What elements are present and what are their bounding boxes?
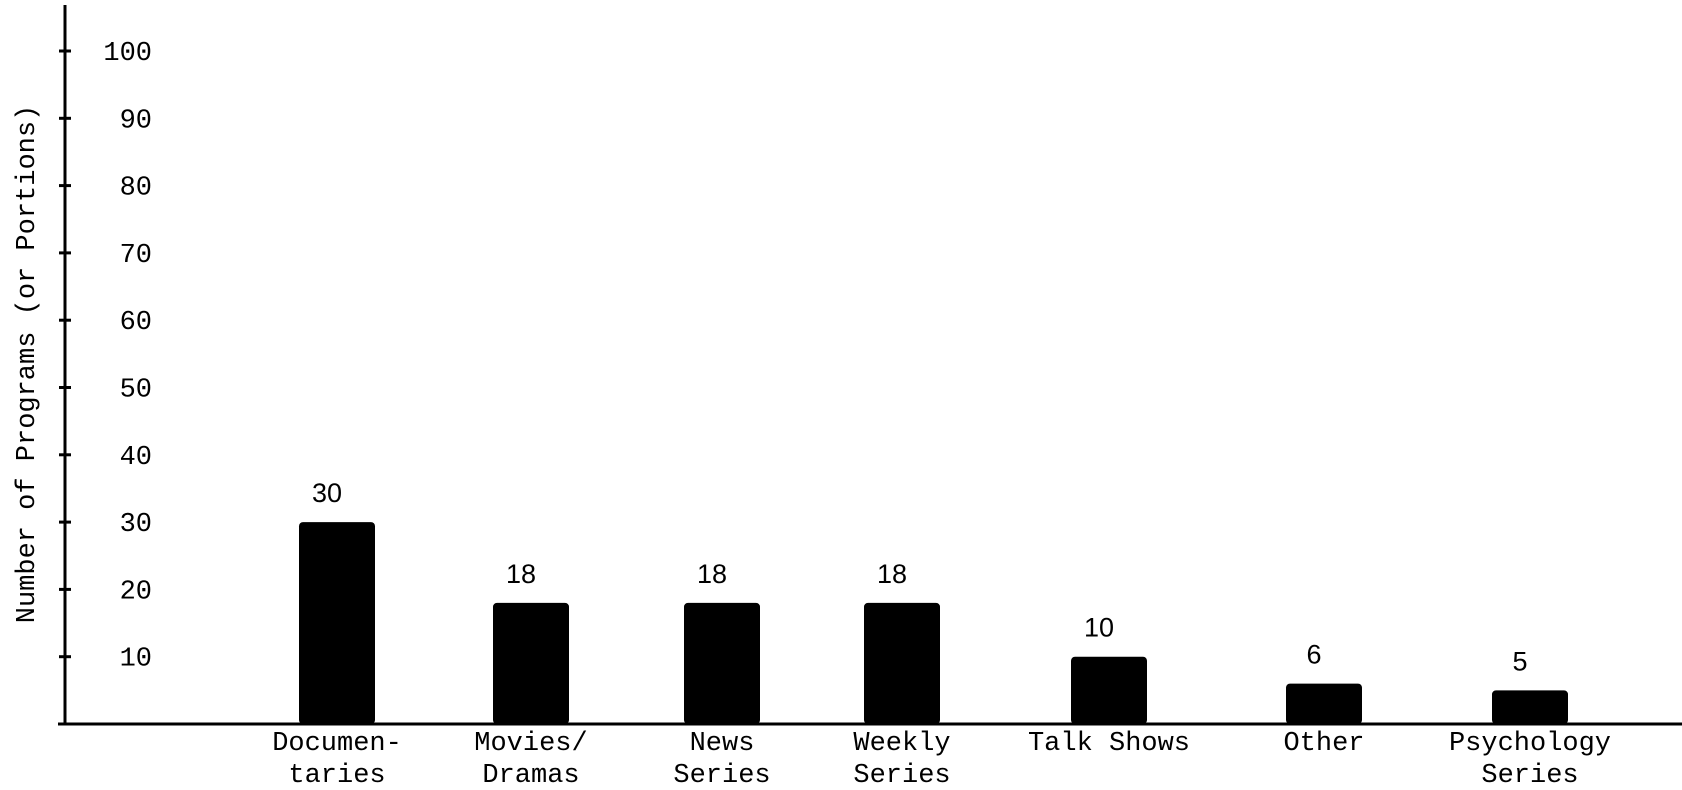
x-tick-label: Psychology bbox=[1449, 729, 1611, 759]
x-tick-label: Talk Shows bbox=[1028, 729, 1190, 759]
y-ticks: 10 20 30 40 50 60 70 80 90 100 bbox=[59, 39, 152, 675]
y-axis-label: Number of Programs (or Portions) bbox=[13, 105, 43, 623]
y-tick-label: 40 bbox=[120, 443, 152, 473]
bars bbox=[299, 522, 1568, 724]
data-label: 5 bbox=[1512, 646, 1527, 676]
x-tick-label: Series bbox=[1481, 761, 1578, 790]
y-tick-label: 30 bbox=[120, 510, 152, 540]
x-tick-label: Dramas bbox=[482, 761, 579, 790]
y-tick-label: 60 bbox=[120, 308, 152, 338]
y-tick-label: 100 bbox=[103, 39, 152, 69]
data-label: 18 bbox=[506, 559, 536, 589]
value-labels: 30 18 18 18 10 6 5 bbox=[312, 478, 1528, 676]
y-tick-label: 10 bbox=[120, 645, 152, 675]
x-tick-label: Other bbox=[1283, 729, 1364, 759]
x-tick-label: Weekly bbox=[853, 729, 950, 759]
x-tick-label: Movies/ bbox=[474, 729, 587, 759]
bar bbox=[299, 522, 375, 724]
y-tick-label: 90 bbox=[120, 106, 152, 136]
data-label: 18 bbox=[877, 559, 907, 589]
x-tick-label: Series bbox=[673, 761, 770, 790]
y-axis: 10 20 30 40 50 60 70 80 90 100 bbox=[59, 5, 152, 724]
x-tick-label: News bbox=[690, 729, 755, 759]
x-tick-label: Documen- bbox=[272, 729, 402, 759]
data-label: 30 bbox=[312, 478, 342, 508]
y-tick-label: 20 bbox=[120, 577, 152, 607]
bar bbox=[493, 602, 569, 724]
bar bbox=[684, 602, 760, 724]
bar bbox=[1492, 690, 1568, 724]
y-tick-label: 80 bbox=[120, 174, 152, 204]
bar bbox=[864, 602, 940, 724]
data-label: 18 bbox=[697, 559, 727, 589]
x-tick-labels: Documen-tariesMovies/DramasNewsSeriesWee… bbox=[272, 729, 1611, 790]
x-tick-label: Series bbox=[853, 761, 950, 790]
data-label: 10 bbox=[1084, 613, 1114, 643]
y-tick-label: 50 bbox=[120, 376, 152, 406]
bar bbox=[1071, 656, 1147, 724]
data-label: 6 bbox=[1306, 640, 1321, 670]
x-tick-label: taries bbox=[288, 761, 385, 790]
bar bbox=[1286, 683, 1362, 724]
y-tick-label: 70 bbox=[120, 241, 152, 271]
